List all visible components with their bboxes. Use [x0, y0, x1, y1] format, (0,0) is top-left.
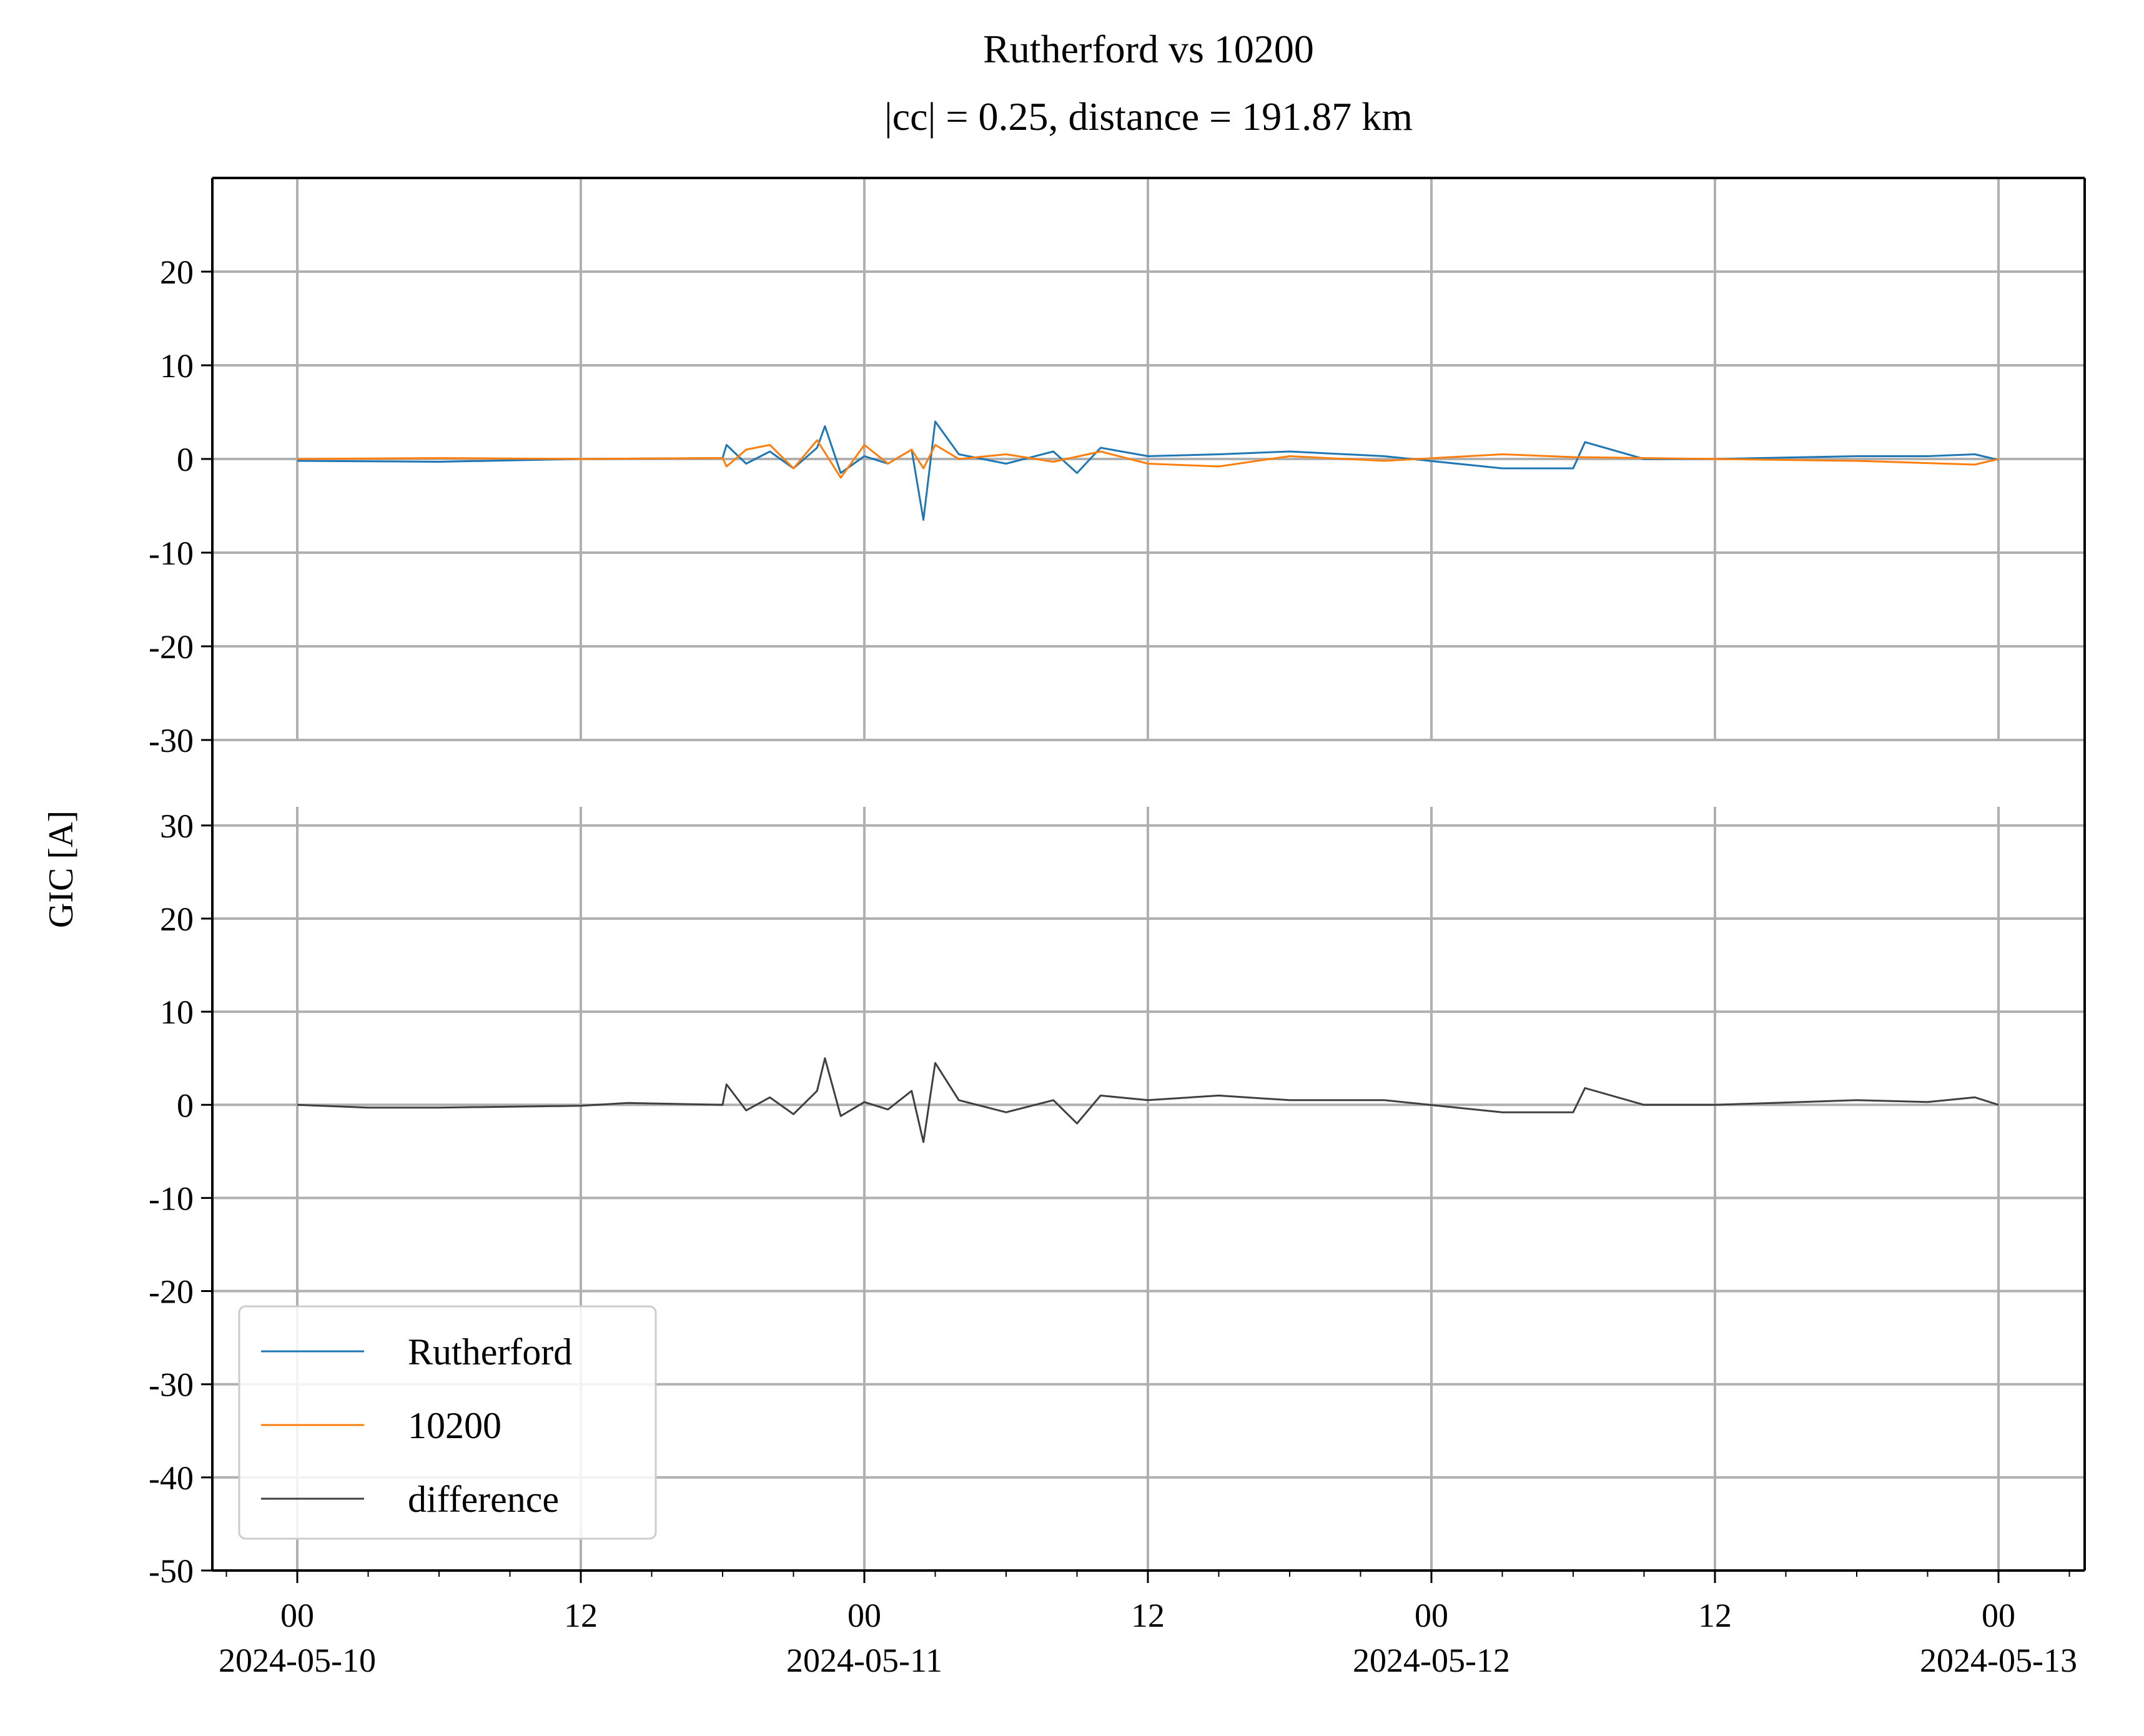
ytick-label-bottom-2: 10 [160, 994, 194, 1031]
xtick-hour-label-5: 12 [1698, 1597, 1732, 1634]
ytick-label-top-5: -30 [149, 722, 194, 759]
ytick-label-top-2: 0 [177, 441, 194, 478]
xtick-hour-label-6: 00 [1982, 1597, 2015, 1634]
grid-layer [212, 178, 2085, 1572]
ytick-label-bottom-1: 20 [160, 900, 194, 938]
ytick-label-top-1: 10 [160, 347, 194, 385]
xtick-hour-label-2: 00 [847, 1597, 881, 1634]
xtick-hour-label-0: 00 [280, 1597, 314, 1634]
chart-subtitle: |cc| = 0.25, distance = 191.87 km [884, 94, 1413, 139]
xtick-date-label-4: 2024-05-12 [1353, 1642, 1510, 1679]
series-line-rutherford [297, 420, 1999, 521]
ytick-label-bottom-5: -20 [149, 1273, 194, 1311]
ytick-label-bottom-0: 30 [160, 807, 194, 845]
ytick-label-bottom-6: -30 [149, 1366, 194, 1404]
xtick-date-label-0: 2024-05-10 [219, 1642, 376, 1679]
legend-label-rutherford: Rutherford [408, 1331, 572, 1373]
xtick-hour-label-1: 12 [564, 1597, 598, 1634]
ytick-label-bottom-7: -40 [149, 1459, 194, 1497]
xtick-date-label-2: 2024-05-11 [786, 1642, 942, 1679]
y-axis-label: GIC [A] [42, 811, 81, 928]
ytick-label-top-0: 20 [160, 254, 194, 291]
xtick-date-label-6: 2024-05-13 [1920, 1642, 2077, 1679]
ytick-label-bottom-8: -50 [149, 1552, 194, 1590]
series-line-10200 [297, 439, 1999, 479]
chart-title: Rutherford vs 10200 [983, 27, 1314, 71]
legend-label-10200: 10200 [408, 1405, 501, 1446]
axes-layer: 20 10 0 -10 -20 -30 30 20 10 0 -10 -20 -30 -40 -50 00 20… [149, 177, 2086, 1679]
xtick-hour-label-3: 12 [1131, 1597, 1165, 1634]
xtick-hour-label-4: 00 [1415, 1597, 1448, 1634]
legend: Rutherford 10200 difference [238, 1305, 657, 1540]
ytick-label-top-4: -20 [149, 628, 194, 666]
series-line-difference [297, 1057, 1999, 1143]
ytick-label-bottom-4: -10 [149, 1180, 194, 1217]
legend-frame [238, 1305, 657, 1540]
ytick-label-bottom-3: 0 [177, 1087, 194, 1124]
ytick-label-top-3: -10 [149, 535, 194, 572]
series-layer [297, 420, 1999, 1143]
legend-label-difference: difference [408, 1479, 559, 1520]
